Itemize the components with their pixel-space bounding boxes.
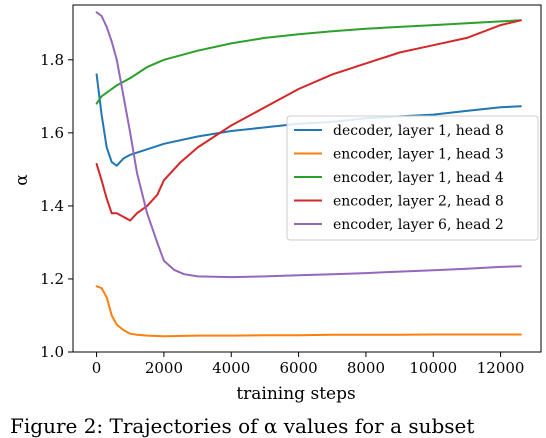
- x-tick-label: 12000: [477, 359, 525, 377]
- x-tick-label: 8000: [347, 359, 385, 377]
- legend-box: [286, 115, 539, 241]
- series-line-2: [95, 285, 522, 338]
- series-line-3: [95, 19, 522, 105]
- figure-caption: Figure 2: Trajectories of α values for a…: [10, 414, 475, 438]
- x-axis-label: training steps: [236, 384, 355, 404]
- y-axis: 1.0 1.2 1.4 1.6 1.8: [40, 51, 73, 361]
- legend-label-4: encoder, layer 2, head 8: [333, 194, 504, 210]
- legend-label-5: encoder, layer 6, head 2: [333, 217, 504, 233]
- series-line-4: [95, 19, 522, 222]
- y-tick-label: 1.6: [40, 124, 64, 142]
- y-tick-label: 1.8: [40, 51, 64, 69]
- line-chart: 0 2000 4000 6000 8000 10000 12000 1.0 1.2 1.4 1.6…: [12, 4, 542, 404]
- y-tick-label: 1.2: [40, 270, 64, 288]
- plot-frame: [72, 4, 542, 353]
- x-axis: 0 2000 4000 6000 8000 10000 12000: [92, 352, 525, 377]
- y-tick-label: 1.4: [40, 197, 64, 215]
- x-tick-label: 10000: [409, 359, 457, 377]
- x-tick-label: 0: [92, 359, 102, 377]
- y-tick-label: 1.0: [40, 343, 64, 361]
- legend-label-2: encoder, layer 1, head 3: [333, 147, 504, 163]
- series-layer: [95, 11, 522, 338]
- x-tick-label: 6000: [279, 359, 317, 377]
- y-axis-label: α: [12, 174, 32, 186]
- series-line-5: [95, 11, 522, 279]
- legend-label-1: decoder, layer 1, head 8: [333, 123, 504, 139]
- legend-label-3: encoder, layer 1, head 4: [333, 170, 504, 186]
- series-line-1: [95, 73, 522, 167]
- x-tick-label: 4000: [212, 359, 250, 377]
- legend: decoder, layer 1, head 8 encoder, layer 1…: [286, 115, 539, 241]
- x-tick-label: 2000: [145, 359, 183, 377]
